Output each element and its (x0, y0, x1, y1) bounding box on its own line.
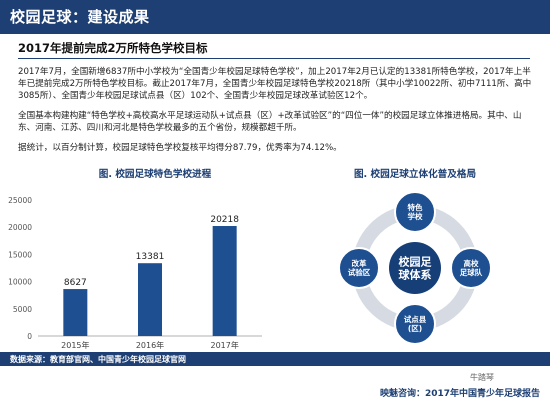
footer-bar (0, 352, 550, 366)
page-title: 校园足球：建设成果 (10, 8, 150, 26)
bar (63, 289, 88, 336)
x-tick-label: 2017年 (210, 340, 238, 350)
bar (138, 263, 162, 336)
section-subtitle: 2017年提前完成2万所特色学校目标 (18, 41, 208, 55)
node-label: 改革试验区 (348, 258, 371, 277)
node-label: 特色学校 (408, 202, 423, 221)
bar-chart-title: 图. 校园足球特色学校进程 (98, 169, 212, 180)
y-tick-label: 5000 (13, 305, 32, 314)
node-label: 试点县(区) (404, 314, 427, 333)
y-tick-label: 15000 (8, 250, 32, 259)
y-tick-label: 0 (27, 332, 32, 341)
node-circle (338, 247, 380, 289)
bar-value-label: 13381 (136, 252, 165, 262)
watermark-text: 牛踏琴 (470, 373, 494, 382)
bar-value-label: 8627 (64, 278, 87, 288)
report-credit: 映魅咨询：2017年中国青少年足球报告 (379, 389, 540, 399)
bar-chart: 0 5000 10000 15000 20000 25000 8627 2015年 13381 2… (8, 196, 262, 350)
diagram-title: 图. 校园足球立体化普及格局 (353, 169, 477, 180)
node-circle (394, 191, 436, 233)
x-tick-label: 2015年 (61, 340, 89, 350)
center-circle (389, 242, 441, 294)
bar (212, 226, 237, 336)
y-tick-label: 10000 (8, 278, 32, 287)
node-circle (450, 247, 492, 289)
subtitle-divider (18, 58, 530, 59)
node-label: 高校足球队 (460, 258, 483, 277)
bar-value-label: 20218 (210, 215, 239, 225)
paragraph-3: 据统计，以百分制计算，校园足球特色学校复核平均得分87.79，优秀率为74.12… (18, 143, 342, 153)
header-bar (0, 0, 550, 34)
footer-area (0, 380, 550, 404)
y-tick-label: 20000 (8, 223, 32, 232)
y-tick-label: 25000 (8, 196, 32, 205)
paragraph-2: 全国基本构建构建“特色学校+高校高水平足球运动队+试点县（区）+改革试验区”的“… (18, 111, 522, 133)
paragraph-1: 2017年7月，全国新增6837所中小学校为“全国青少年校园足球特色学校”，加上… (18, 67, 532, 101)
x-tick-label: 2016年 (136, 340, 164, 350)
center-label: 校园足球体系 (399, 254, 433, 281)
data-source: 数据来源：教育部官网、中国青少年校园足球官网 (10, 355, 186, 364)
node-circle (394, 303, 436, 345)
